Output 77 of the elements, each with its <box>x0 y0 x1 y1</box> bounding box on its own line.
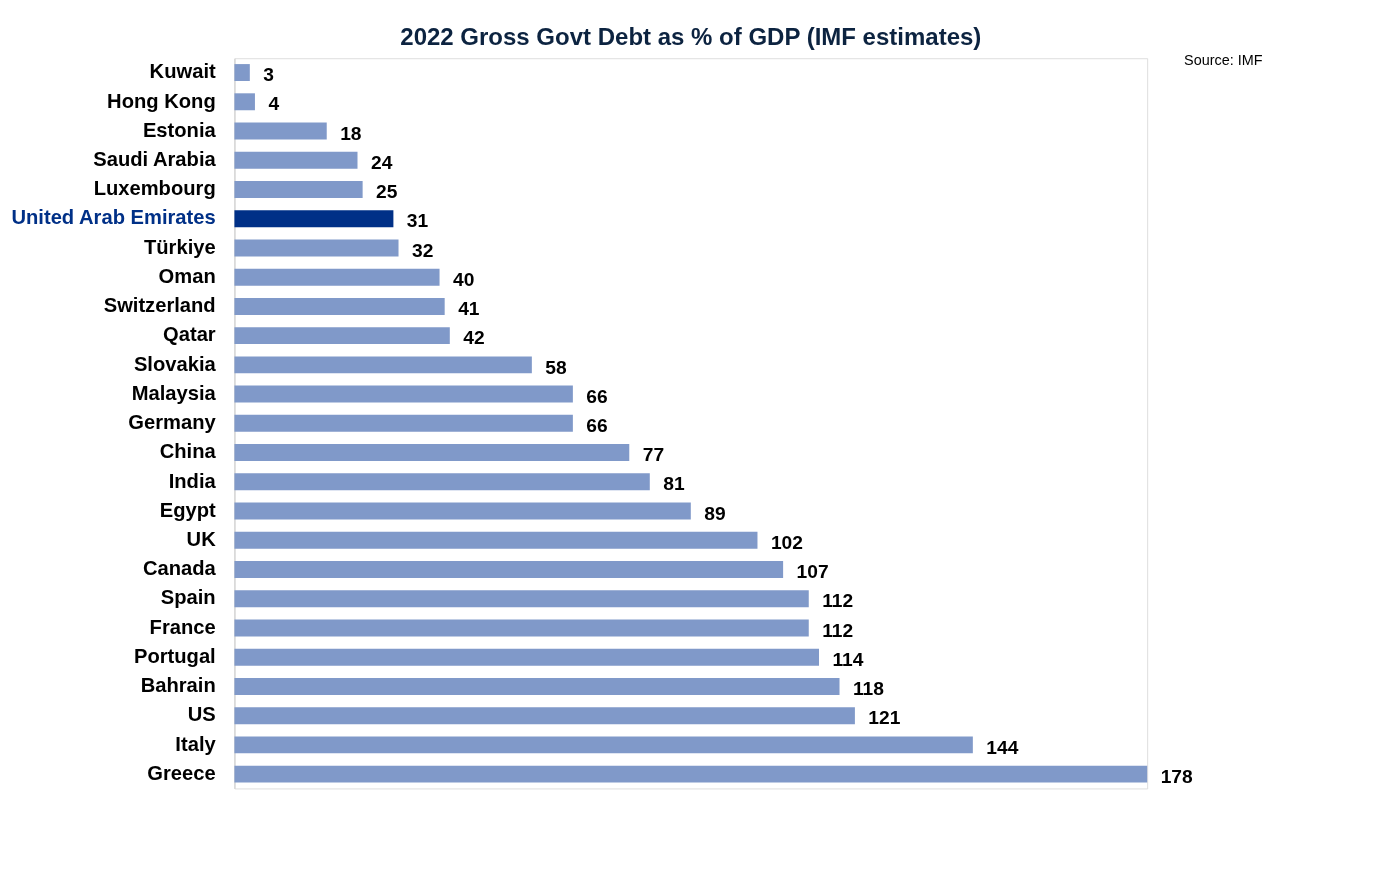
y-tick-label: Saudi Arabia <box>93 148 217 171</box>
bar <box>234 239 399 257</box>
bar <box>234 677 840 695</box>
bar <box>234 181 363 198</box>
y-tick-label: Germany <box>128 411 217 434</box>
data-label: 77 <box>642 444 665 466</box>
data-label: 40 <box>453 268 475 290</box>
bar <box>234 297 445 315</box>
y-tick-label: UK <box>186 528 217 551</box>
data-label: 114 <box>832 648 864 670</box>
data-label: 31 <box>406 210 429 232</box>
data-label: 112 <box>822 619 854 641</box>
data-label: 24 <box>370 151 393 173</box>
data-label: 107 <box>796 561 829 583</box>
bar <box>234 385 573 403</box>
y-tick-label: United Arab Emirates <box>11 206 216 229</box>
y-tick-label: Egypt <box>159 498 216 521</box>
y-tick-label: Luxembourg <box>93 177 216 200</box>
bar <box>234 473 650 491</box>
y-tick-label: Hong Kong <box>107 89 216 112</box>
data-label: 32 <box>411 239 434 261</box>
data-label: 121 <box>868 707 901 729</box>
y-tick-label: Bahrain <box>140 674 216 697</box>
data-label: 4 <box>268 93 280 115</box>
y-tick-label: Kuwait <box>149 60 216 83</box>
data-label: 178 <box>1160 765 1193 787</box>
y-tick-label: Qatar <box>163 323 216 346</box>
bar <box>234 561 784 578</box>
data-label: 3 <box>263 64 274 86</box>
y-tick-label: Spain <box>160 586 216 609</box>
bar <box>234 93 255 111</box>
bar <box>234 268 440 286</box>
bar <box>234 444 630 462</box>
chart-title: 2022 Gross Govt Debt as % of GDP (IMF estimates) <box>400 22 982 50</box>
data-label: 41 <box>458 298 480 320</box>
bar <box>234 502 691 520</box>
y-tick-label: Slovakia <box>133 352 217 375</box>
y-tick-label: Estonia <box>142 118 217 141</box>
bar <box>234 151 358 169</box>
y-tick-label: China <box>159 440 217 463</box>
y-tick-label: Oman <box>158 264 216 287</box>
data-label: 25 <box>376 181 398 203</box>
data-label: 118 <box>852 678 885 700</box>
data-label: 102 <box>770 531 803 553</box>
y-tick-label: India <box>168 469 217 492</box>
bar <box>234 64 250 82</box>
bar <box>234 327 450 345</box>
y-tick-label: Malaysia <box>131 381 217 404</box>
data-label: 89 <box>704 502 726 524</box>
bar <box>234 414 573 432</box>
y-tick-label: Türkiye <box>144 235 216 258</box>
data-label: 144 <box>986 736 1019 758</box>
data-label: 81 <box>663 473 685 495</box>
y-tick-label: US <box>187 703 216 726</box>
y-tick-label: Greece <box>147 761 216 784</box>
bar <box>234 210 394 228</box>
bar <box>234 619 809 637</box>
data-label: 58 <box>545 356 567 378</box>
bar <box>234 356 532 374</box>
y-tick-label: Switzerland <box>103 294 216 317</box>
bar <box>234 531 758 549</box>
data-label: 66 <box>586 414 608 436</box>
y-tick-label: Portugal <box>133 644 216 667</box>
bar <box>234 590 809 608</box>
data-label: 18 <box>340 122 362 144</box>
y-tick-label: France <box>149 615 216 638</box>
bar <box>234 122 327 140</box>
y-tick-label: Canada <box>142 557 217 580</box>
bar <box>234 648 820 666</box>
source-note: Source: IMF <box>1184 51 1263 68</box>
bar <box>234 707 855 725</box>
bar <box>234 736 973 754</box>
data-label: 42 <box>463 327 485 349</box>
data-label: 112 <box>822 590 854 612</box>
y-tick-label: Italy <box>175 732 217 755</box>
data-label: 66 <box>586 385 608 407</box>
bar <box>234 765 1148 783</box>
